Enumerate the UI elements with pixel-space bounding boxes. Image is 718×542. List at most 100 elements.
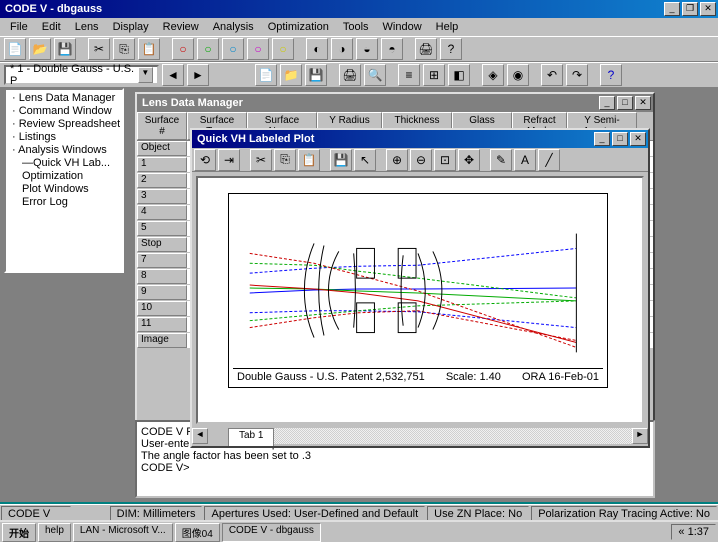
tool-icon[interactable]: ⊞ xyxy=(423,64,445,86)
tool-icon[interactable]: ○ xyxy=(197,38,219,60)
app-title: CODE V - dbgauss xyxy=(2,3,664,15)
nav-fwd-icon[interactable]: ► xyxy=(187,64,209,86)
plot-toolbar: ⟲ ⇥ ✂ ⎘ 📋 💾 ↖ ⊕ ⊖ ⊡ ✥ ✎ A ╱ xyxy=(192,148,648,172)
tool-icon[interactable]: ◓ xyxy=(381,38,403,60)
cmd-line: CODE V> xyxy=(141,462,649,474)
scroll-right-icon[interactable]: ► xyxy=(632,428,648,444)
nav-item[interactable]: Error Log xyxy=(8,196,120,209)
zoom-fit-icon[interactable]: ⊡ xyxy=(434,149,456,171)
nav-item[interactable]: · Lens Data Manager xyxy=(8,92,120,105)
plot-title: Quick VH Labeled Plot xyxy=(194,133,594,145)
text-icon[interactable]: A xyxy=(514,149,536,171)
tool-icon[interactable]: ◑ xyxy=(331,38,353,60)
maximize-button[interactable]: ❐ xyxy=(682,2,698,16)
paste-icon[interactable]: 📋 xyxy=(138,38,160,60)
refresh-icon[interactable]: ⟲ xyxy=(194,149,216,171)
edit-icon[interactable]: ✎ xyxy=(490,149,512,171)
main-toolbar: 📄 📂 💾 ✂ ⎘ 📋 ○ ○ ○ ○ ○ ◐ ◑ ◒ ◓ 🖨 ? xyxy=(0,36,718,62)
column-header[interactable]: Surface # xyxy=(137,112,187,140)
dropdown-value: * 1 - Double Gauss - U.S. P xyxy=(10,63,138,87)
tool-icon[interactable]: ◈ xyxy=(482,64,504,86)
plot-caption-right: ORA 16-Feb-01 xyxy=(522,371,599,383)
pan-icon[interactable]: ✥ xyxy=(458,149,480,171)
cut-icon[interactable]: ✂ xyxy=(88,38,110,60)
close-button[interactable]: ✕ xyxy=(630,132,646,146)
nav-item[interactable]: · Command Window xyxy=(8,105,120,118)
nav-back-icon[interactable]: ◄ xyxy=(162,64,184,86)
taskbar-button[interactable]: help xyxy=(38,523,71,542)
plot-window: Quick VH Labeled Plot _ □ ✕ ⟲ ⇥ ✂ ⎘ 📋 💾 … xyxy=(190,128,650,448)
help-icon[interactable]: ? xyxy=(440,38,462,60)
folder-icon[interactable]: 📁 xyxy=(280,64,302,86)
menu-tools[interactable]: Tools xyxy=(337,20,375,34)
menu-help[interactable]: Help xyxy=(430,20,465,34)
zoom-out-icon[interactable]: ⊖ xyxy=(410,149,432,171)
save-icon[interactable]: 💾 xyxy=(330,149,352,171)
line-icon[interactable]: ╱ xyxy=(538,149,560,171)
tool-icon[interactable]: ≡ xyxy=(398,64,420,86)
export-icon[interactable]: ⇥ xyxy=(218,149,240,171)
redo-icon[interactable]: ↷ xyxy=(566,64,588,86)
ldm-title: Lens Data Manager xyxy=(139,97,599,109)
minimize-button[interactable]: _ xyxy=(664,2,680,16)
print-icon[interactable]: 🖨 xyxy=(415,38,437,60)
close-button[interactable]: ✕ xyxy=(700,2,716,16)
nav-item[interactable]: —Quick VH Lab... xyxy=(8,157,120,170)
chevron-down-icon[interactable]: ▼ xyxy=(138,67,153,83)
nav-item[interactable]: · Analysis Windows xyxy=(8,144,120,157)
scroll-left-icon[interactable]: ◄ xyxy=(192,428,208,444)
nav-item[interactable]: Optimization xyxy=(8,170,120,183)
menu-file[interactable]: File xyxy=(4,20,34,34)
clock: « 1:37 xyxy=(678,526,709,538)
start-button[interactable]: 开始 xyxy=(2,523,36,542)
system-tray[interactable]: « 1:37 xyxy=(671,524,716,540)
plot-caption-mid: Scale: 1.40 xyxy=(446,371,501,383)
menu-optimization[interactable]: Optimization xyxy=(262,20,335,34)
plot-frame: Double Gauss - U.S. Patent 2,532,751 Sca… xyxy=(228,193,608,388)
tool-icon[interactable]: ○ xyxy=(172,38,194,60)
plot-scrollbar[interactable]: ◄ Tab 1 ► xyxy=(192,428,648,444)
copy-icon[interactable]: ⎘ xyxy=(113,38,135,60)
menu-lens[interactable]: Lens xyxy=(69,20,105,34)
open-icon[interactable]: 📂 xyxy=(29,38,51,60)
nav-item[interactable]: · Review Spreadsheet xyxy=(8,118,120,131)
copy-icon[interactable]: ⎘ xyxy=(274,149,296,171)
nav-item[interactable]: · Listings xyxy=(8,131,120,144)
plot-tab[interactable]: Tab 1 xyxy=(228,428,274,446)
maximize-button[interactable]: □ xyxy=(612,132,628,146)
help-icon[interactable]: ? xyxy=(600,64,622,86)
print-icon[interactable]: 🖨 xyxy=(339,64,361,86)
tool-icon[interactable]: ○ xyxy=(222,38,244,60)
menu-window[interactable]: Window xyxy=(377,20,428,34)
taskbar: 开始 helpLAN - Microsoft V...图像04CODE V - … xyxy=(0,520,718,542)
minimize-button[interactable]: _ xyxy=(599,96,615,110)
undo-icon[interactable]: ↶ xyxy=(541,64,563,86)
cut-icon[interactable]: ✂ xyxy=(250,149,272,171)
tool-icon[interactable]: ◐ xyxy=(306,38,328,60)
tool-icon[interactable]: ◧ xyxy=(448,64,470,86)
nav-item[interactable]: Plot Windows xyxy=(8,183,120,196)
tool-icon[interactable]: ○ xyxy=(272,38,294,60)
lens-dropdown[interactable]: * 1 - Double Gauss - U.S. P ▼ xyxy=(4,65,159,85)
disk-icon[interactable]: 💾 xyxy=(305,64,327,86)
preview-icon[interactable]: 🔍 xyxy=(364,64,386,86)
doc-icon[interactable]: 📄 xyxy=(255,64,277,86)
minimize-button[interactable]: _ xyxy=(594,132,610,146)
new-icon[interactable]: 📄 xyxy=(4,38,26,60)
tool-icon[interactable]: ○ xyxy=(247,38,269,60)
taskbar-button[interactable]: 图像04 xyxy=(175,523,220,542)
menu-edit[interactable]: Edit xyxy=(36,20,67,34)
taskbar-button[interactable]: CODE V - dbgauss xyxy=(222,523,321,542)
menu-analysis[interactable]: Analysis xyxy=(207,20,260,34)
zoom-in-icon[interactable]: ⊕ xyxy=(386,149,408,171)
pointer-icon[interactable]: ↖ xyxy=(354,149,376,171)
menu-review[interactable]: Review xyxy=(157,20,205,34)
maximize-button[interactable]: □ xyxy=(617,96,633,110)
menu-display[interactable]: Display xyxy=(107,20,155,34)
tool-icon[interactable]: ◒ xyxy=(356,38,378,60)
paste-icon[interactable]: 📋 xyxy=(298,149,320,171)
close-button[interactable]: ✕ xyxy=(635,96,651,110)
save-icon[interactable]: 💾 xyxy=(54,38,76,60)
taskbar-button[interactable]: LAN - Microsoft V... xyxy=(73,523,173,542)
tool-icon[interactable]: ◉ xyxy=(507,64,529,86)
